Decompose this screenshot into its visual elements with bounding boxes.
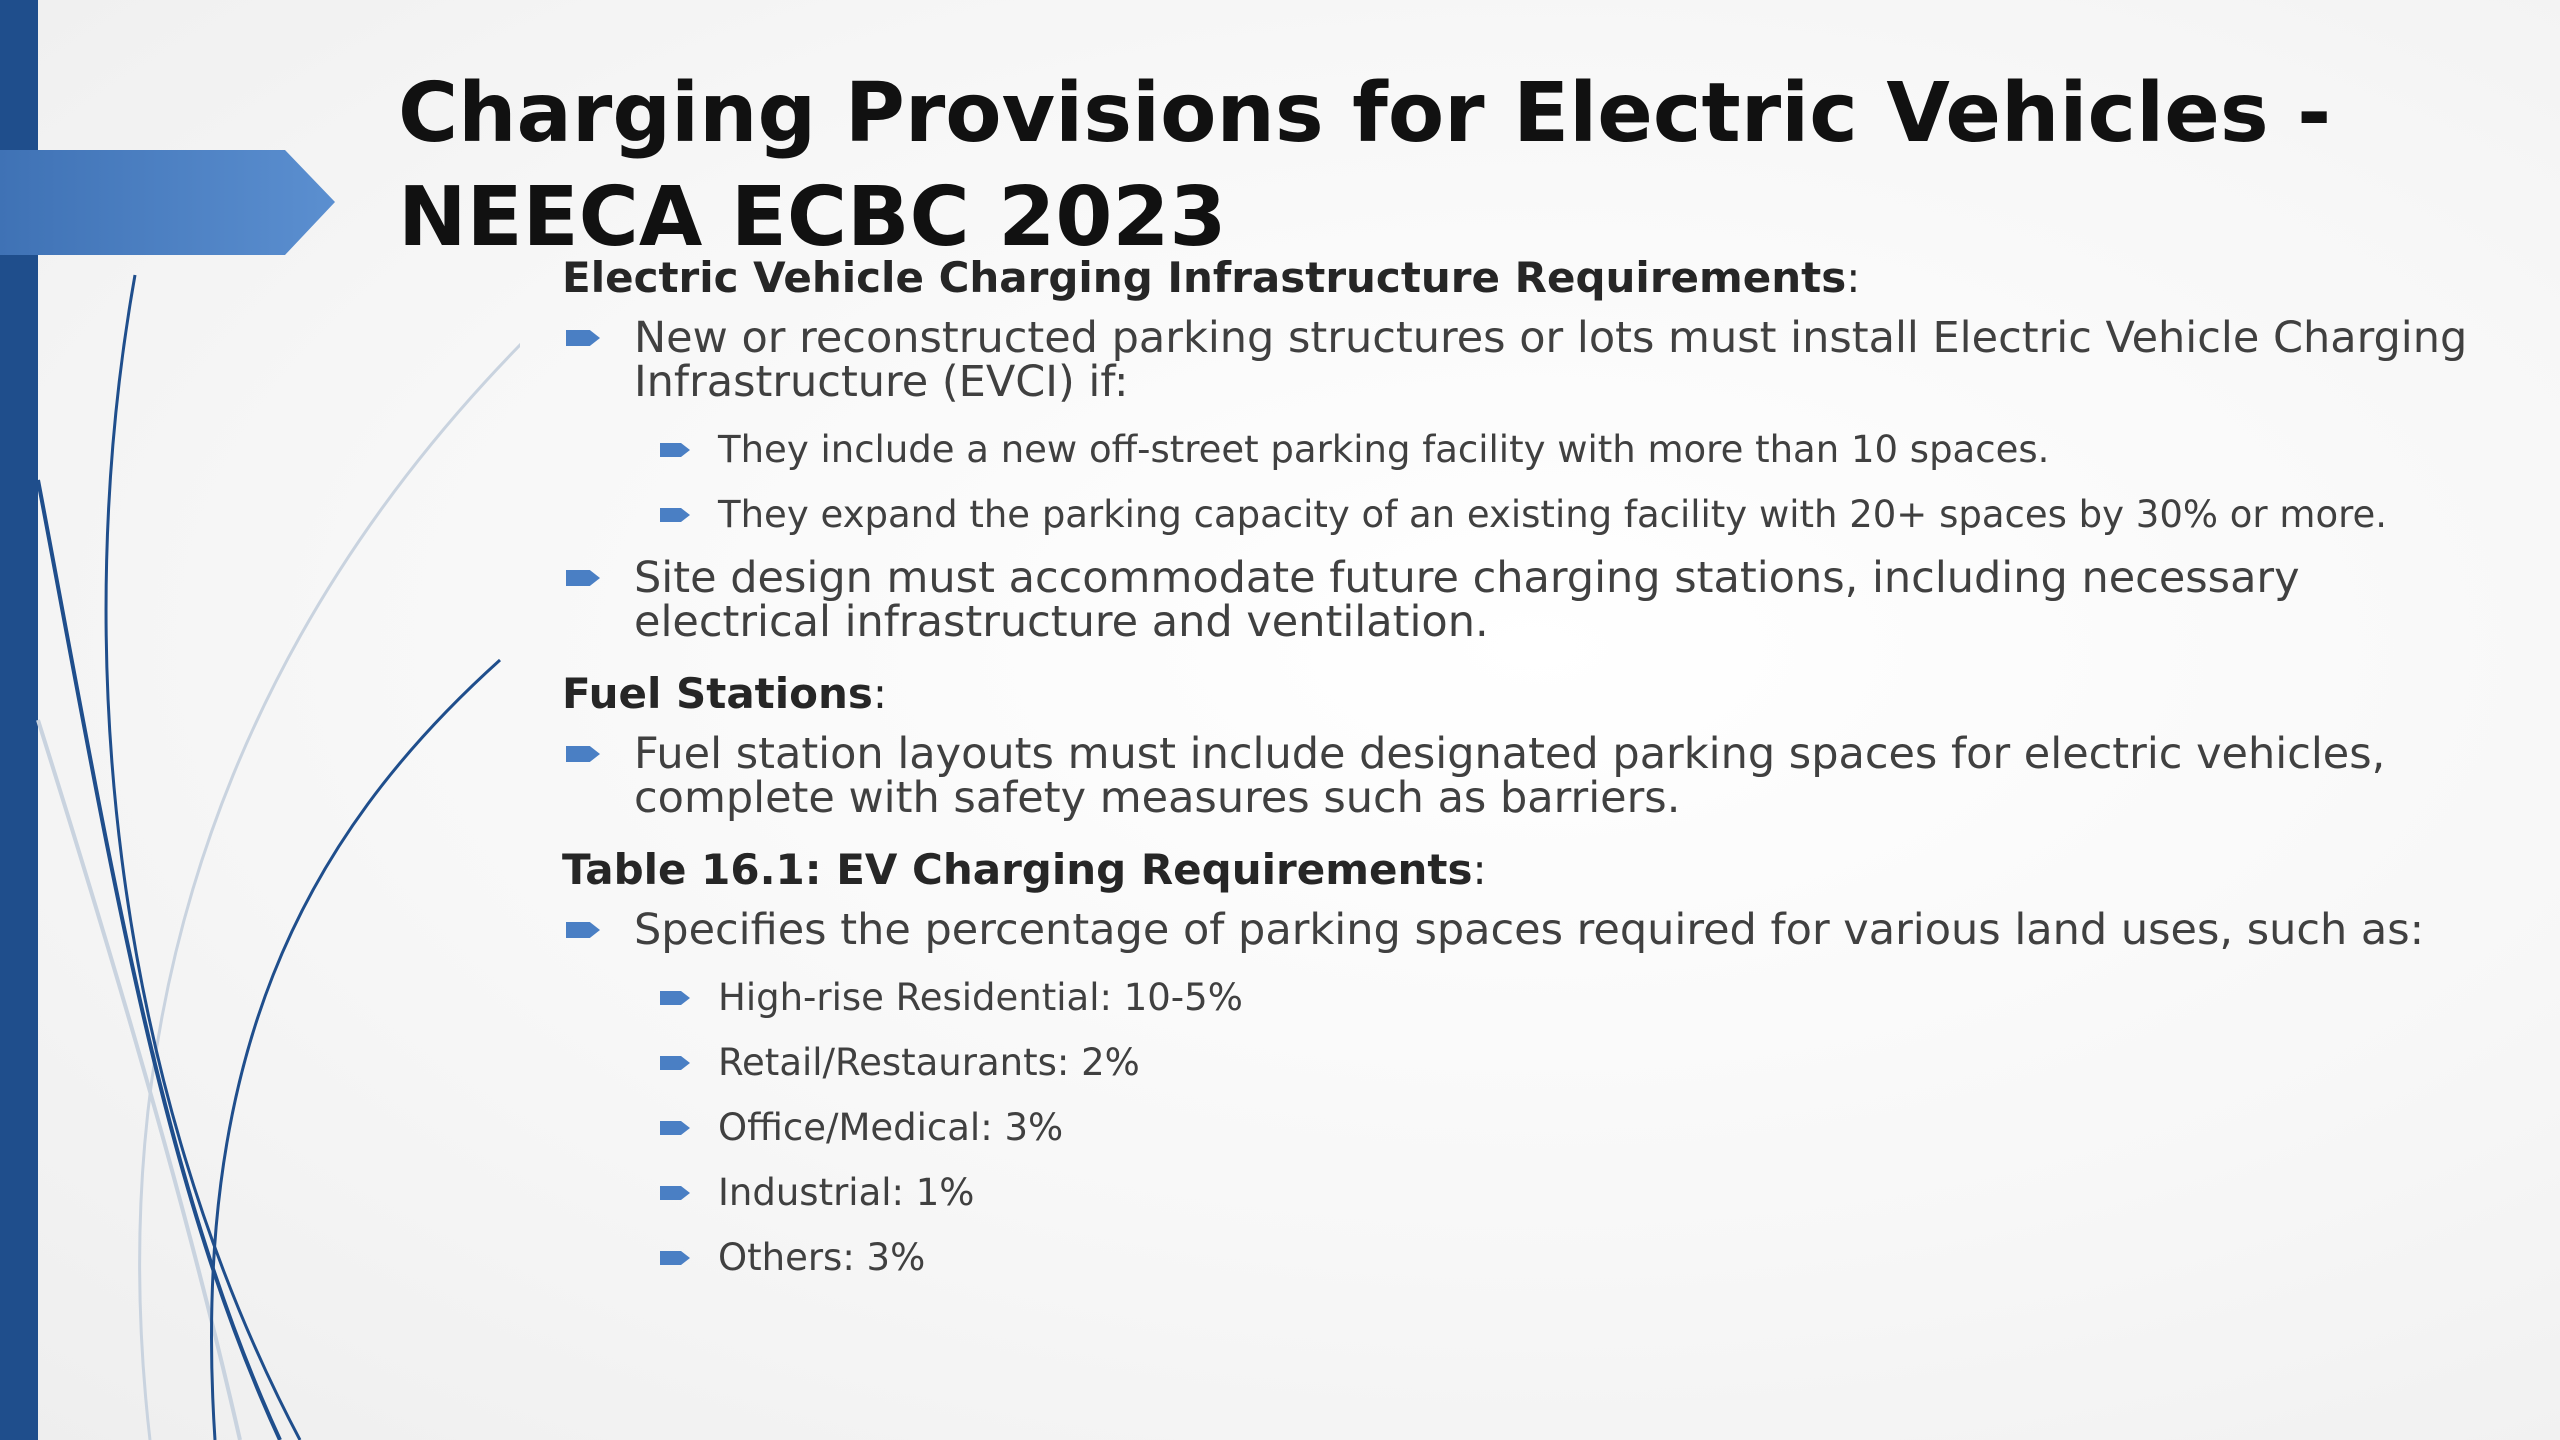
title-arrow-shape xyxy=(0,150,335,255)
list-item-text: Site design must accommodate future char… xyxy=(634,553,2300,647)
list-item: New or reconstructed parking structures … xyxy=(562,316,2502,404)
heading-suffix: : xyxy=(1846,253,1861,302)
arrow-bullet-icon xyxy=(566,922,600,938)
sub-list-item: Industrial: 1% xyxy=(562,1169,2502,1217)
fuel-stations-list: Fuel station layouts must include design… xyxy=(562,732,2502,820)
sub-list-item-text: High-rise Residential: 10-5% xyxy=(718,976,1243,1019)
sub-list-item: Retail/Restaurants: 2% xyxy=(562,1039,2502,1087)
sub-list-item: Others: 3% xyxy=(562,1234,2502,1282)
sub-list-item-text: They include a new off-street parking fa… xyxy=(718,428,2050,471)
list-item: Fuel station layouts must include design… xyxy=(562,732,2502,820)
curve-dark-3 xyxy=(210,658,502,1440)
section-heading-text: Electric Vehicle Charging Infrastructure… xyxy=(562,253,1847,302)
ev-charging-requirements-list: Specifies the percentage of parking spac… xyxy=(562,908,2502,1282)
list-item-text: New or reconstructed parking structures … xyxy=(634,313,2468,407)
list-item-text: Specifies the percentage of parking spac… xyxy=(634,905,2425,955)
arrow-bullet-icon xyxy=(566,330,600,346)
heading-suffix: : xyxy=(872,669,888,718)
sub-list-item-text: Others: 3% xyxy=(718,1236,926,1279)
sub-list-item-text: Office/Medical: 3% xyxy=(718,1106,1064,1149)
sub-list-item: High-rise Residential: 10-5% xyxy=(562,974,2502,1022)
section-heading-table-16-1: Table 16.1: EV Charging Requirements: xyxy=(562,842,2502,898)
evci-list: New or reconstructed parking structures … xyxy=(562,316,2502,644)
sub-list-item-text: Industrial: 1% xyxy=(718,1171,975,1214)
list-item-text: Fuel station layouts must include design… xyxy=(634,729,2386,823)
curve-dark-1 xyxy=(104,274,302,1440)
curve-dark-2 xyxy=(36,479,282,1440)
sub-list-item-text: Retail/Restaurants: 2% xyxy=(718,1041,1140,1084)
arrow-bullet-icon xyxy=(566,570,600,586)
arrow-bullet-icon xyxy=(660,1121,690,1135)
arrow-bullet-icon xyxy=(660,1186,690,1200)
slide-body: Electric Vehicle Charging Infrastructure… xyxy=(562,250,2502,1299)
section-heading-text: Fuel Stations xyxy=(562,669,873,718)
section-heading-fuel-stations: Fuel Stations: xyxy=(562,666,2502,722)
slide-title: Charging Provisions for Electric Vehicle… xyxy=(398,66,2332,265)
arrow-bullet-icon xyxy=(660,443,690,457)
arrow-bullet-icon xyxy=(660,1056,690,1070)
arrow-bullet-icon xyxy=(566,746,600,762)
curve-light-1 xyxy=(138,342,520,1440)
heading-suffix: : xyxy=(1472,845,1487,894)
list-item: Specifies the percentage of parking spac… xyxy=(562,908,2502,952)
sub-list-item: They include a new off-street parking fa… xyxy=(562,426,2502,474)
arrow-bullet-icon xyxy=(660,508,690,522)
decorative-curves xyxy=(36,274,520,1440)
sub-list-item: Office/Medical: 3% xyxy=(562,1104,2502,1152)
arrow-bullet-icon xyxy=(660,991,690,1005)
sub-list-item-text: They expand the parking capacity of an e… xyxy=(718,493,2388,536)
section-heading-text: Table 16.1: EV Charging Requirements xyxy=(562,845,1473,894)
arrow-bullet-icon xyxy=(660,1251,690,1265)
curve-light-2 xyxy=(36,719,242,1440)
list-item: Site design must accommodate future char… xyxy=(562,556,2502,644)
section-heading-evci: Electric Vehicle Charging Infrastructure… xyxy=(562,250,2502,306)
sub-list-item: They expand the parking capacity of an e… xyxy=(562,491,2502,539)
